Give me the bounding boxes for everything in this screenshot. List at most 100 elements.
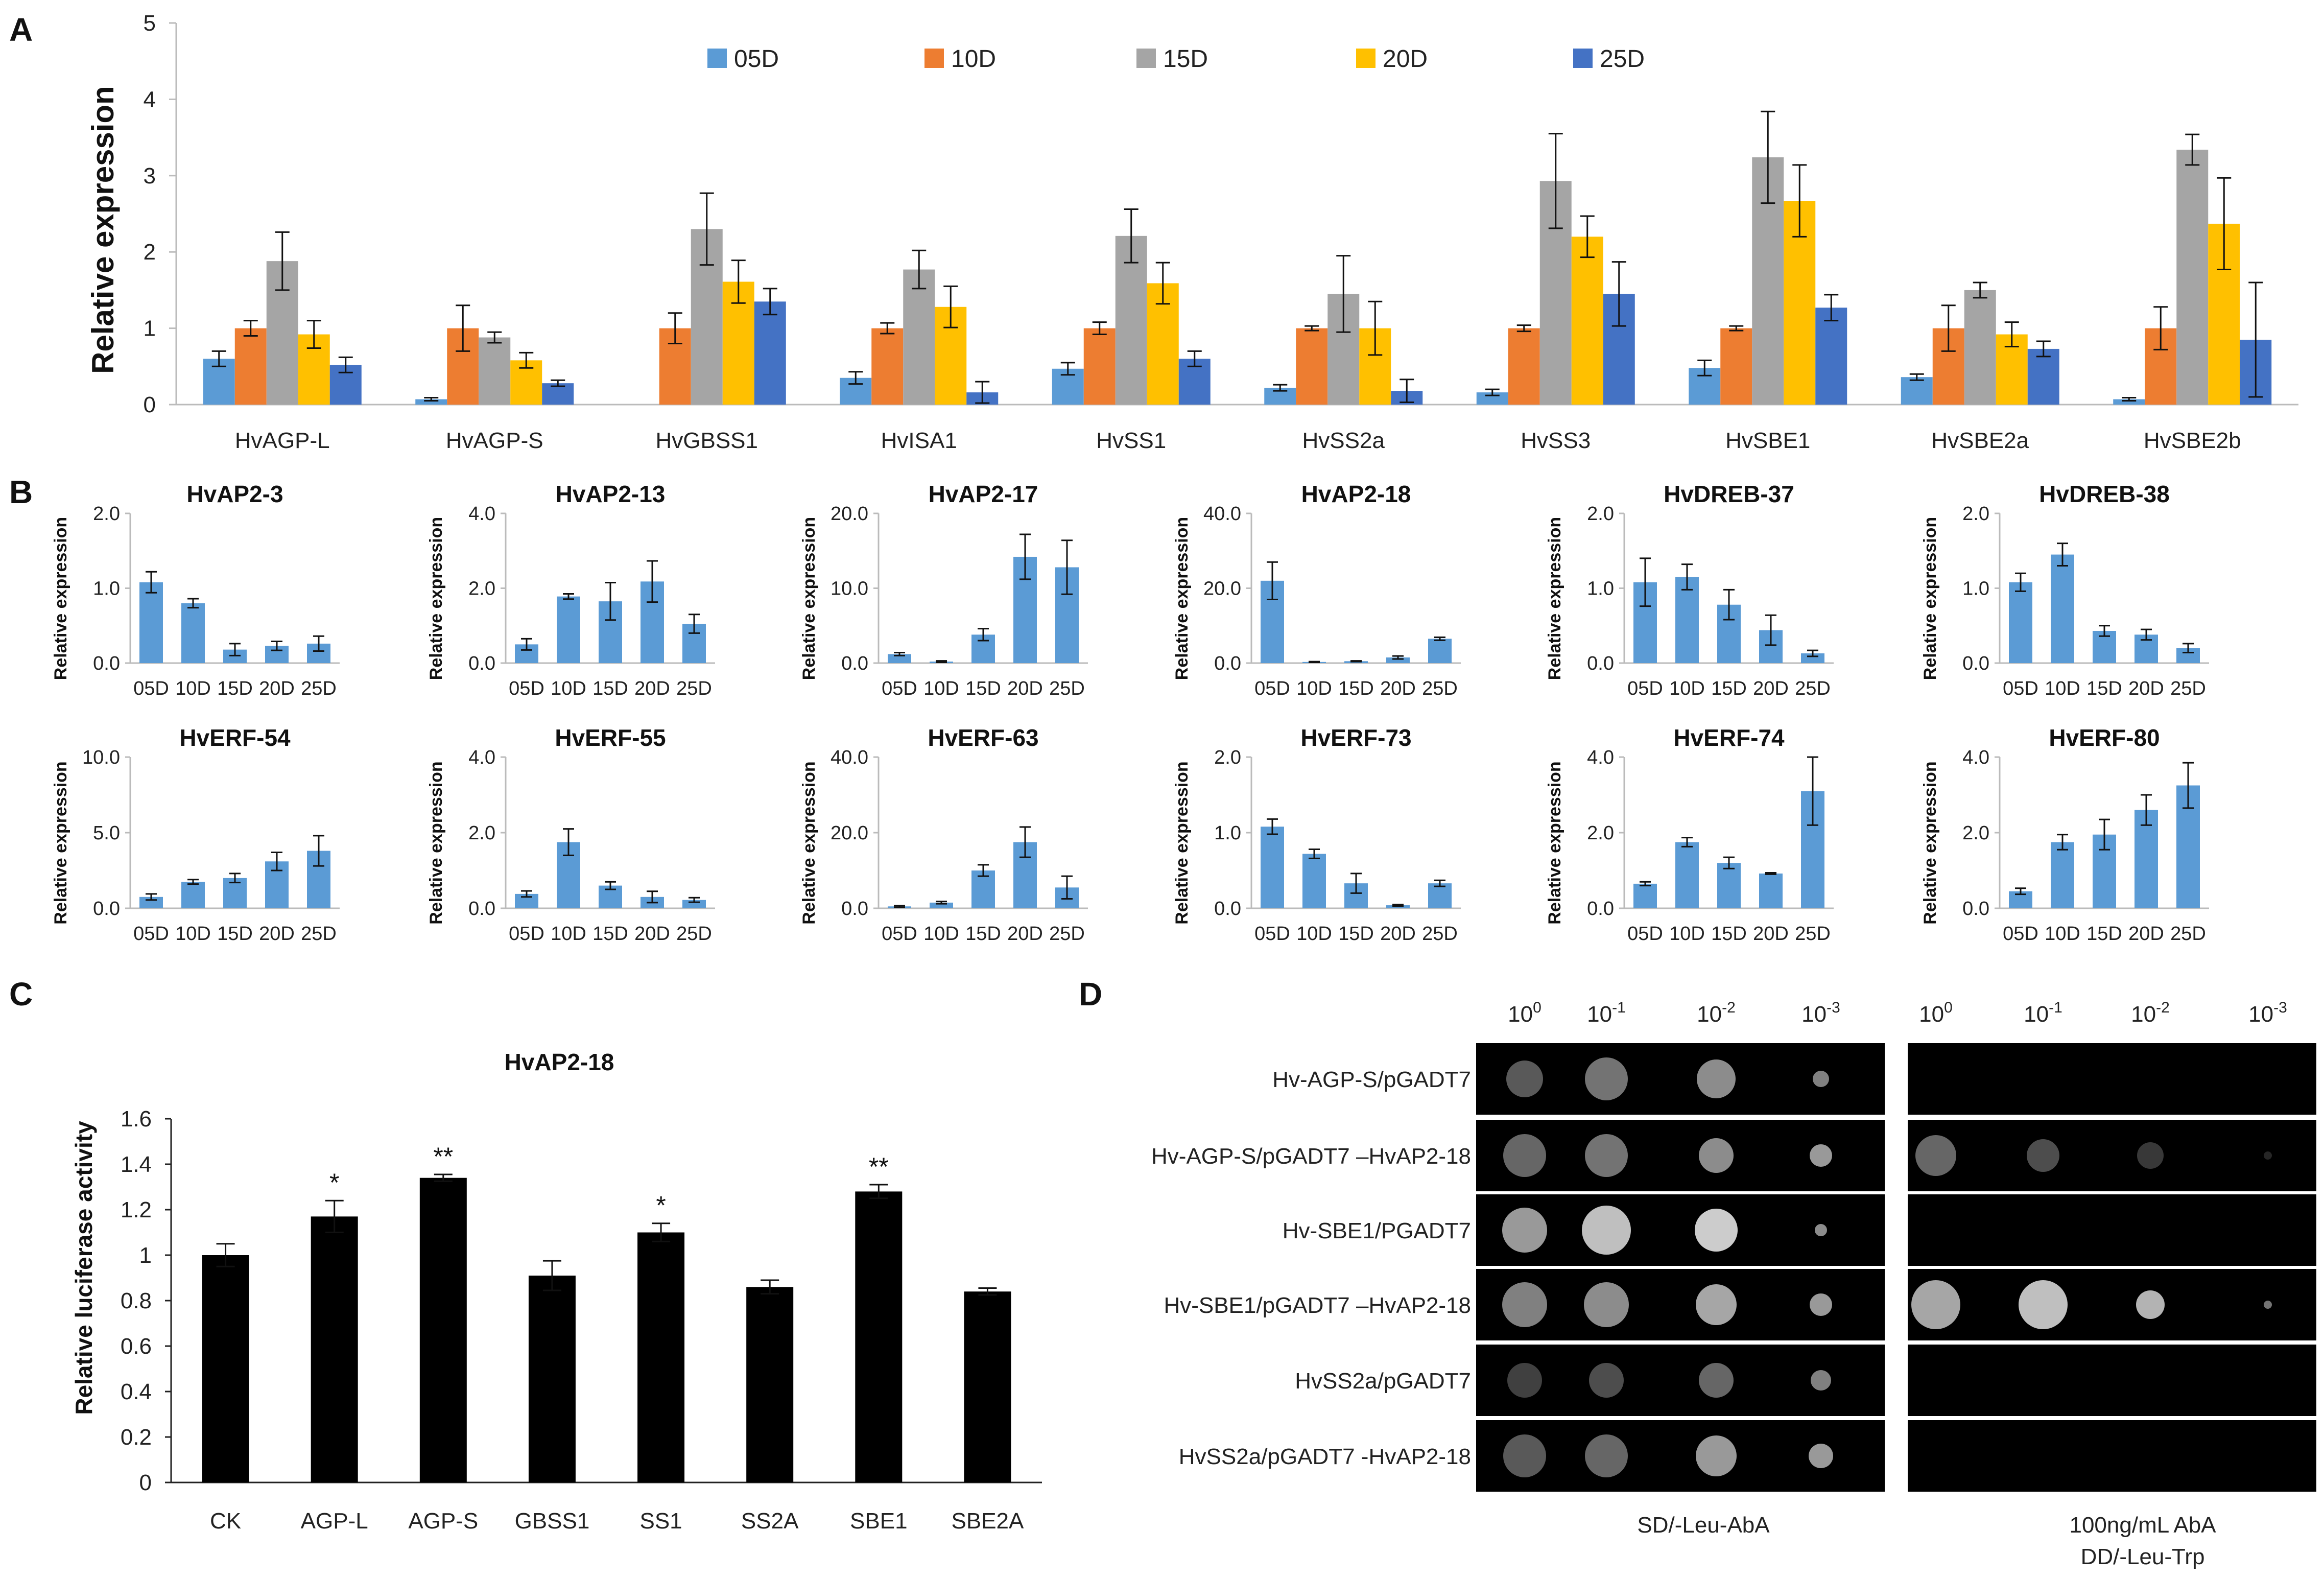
chart-b-xtick-label: 05D: [882, 923, 917, 945]
chart-c-significance: *: [656, 1191, 666, 1220]
chart-a-legend-swatch: [1136, 49, 1156, 68]
chart-a-bar: [2176, 150, 2209, 405]
dilution-base: 10: [2024, 1002, 2049, 1027]
chart-b-xtick-label: 10D: [923, 678, 959, 699]
chart-b-ytick-label: 2.0: [468, 578, 495, 600]
chart-b-bar: [1633, 883, 1657, 908]
chart-a-bar: [479, 337, 511, 405]
chart-a-bar: [1115, 235, 1147, 405]
chart-b-xtick-label: 10D: [551, 678, 586, 699]
chart-b-subplot-title: HvAP2-3: [186, 481, 283, 507]
chart-b-ytick-label: 5.0: [93, 822, 120, 844]
chart-b-subplot-title: HvERF-80: [2049, 724, 2160, 751]
chart-b-xtick-label: 05D: [1627, 678, 1663, 699]
chart-a-bar: [1901, 377, 1933, 405]
chart-b-xtick-label: 20D: [2128, 678, 2164, 699]
chart-b-xtick-label: 15D: [1711, 678, 1747, 699]
chart-c-xtick-label: SBE2A: [952, 1509, 1025, 1534]
chart-b-xtick-label: 25D: [676, 678, 712, 699]
chart-b-xtick-label: 10D: [2045, 678, 2080, 699]
yeast-spot: [1502, 1208, 1547, 1253]
chart-c-xtick-label: CK: [210, 1509, 241, 1534]
strain-row-label: Hv-SBE1/PGADT7: [1283, 1218, 1471, 1243]
dilution-left-label: 100: [1508, 999, 1542, 1027]
chart-b-subplot-title: HvERF-54: [179, 724, 291, 751]
chart-b-ytick-label: 2.0: [1587, 503, 1614, 525]
yeast-spot: [1582, 1206, 1631, 1255]
chart-c-bar: [637, 1232, 685, 1482]
chart-c-bar: [855, 1191, 903, 1482]
chart-a-ytick-label: 3: [144, 163, 156, 189]
dilution-right-label: 100: [1919, 999, 1953, 1027]
chart-a-category-label: HvSS1: [1096, 428, 1166, 453]
chart-a-ylabel: Relative expression: [86, 86, 120, 374]
chart-b-ytick-label: 2.0: [93, 503, 120, 525]
chart-a-legend-swatch: [924, 49, 944, 68]
chart-b-ylabel: Relative expression: [51, 761, 70, 924]
chart-b-xtick-label: 25D: [676, 923, 712, 945]
chart-b-ytick-label: 0.0: [1962, 653, 1989, 674]
chart-b-xtick-label: 20D: [2128, 923, 2164, 945]
panel-letter-c: C: [9, 976, 33, 1012]
chart-a-legend-label: 15D: [1163, 45, 1208, 73]
yeast-spot: [2019, 1280, 2068, 1329]
chart-b-subplot: HvERF-80 0.0 2.0 4.0 Relative expression 05D 1…: [1920, 724, 2209, 945]
chart-b-subplot-title: HvERF-74: [1673, 724, 1785, 751]
chart-b-ytick-label: 0.0: [93, 653, 120, 674]
chart-b-bar: [1428, 883, 1452, 908]
chart-b-ytick-label: 1.0: [93, 578, 120, 600]
chart-b-ytick-label: 2.0: [1214, 747, 1241, 768]
plate-strip-right: [1908, 1345, 2316, 1416]
dilution-left-label: 10-2: [1697, 999, 1736, 1027]
dilution-exponent: -1: [2049, 999, 2062, 1016]
plate-strip-right: [1908, 1120, 2316, 1191]
dilution-exponent: -2: [1722, 999, 1736, 1016]
chart-b-bar: [181, 882, 205, 908]
chart-b-xtick-label: 15D: [592, 678, 628, 699]
chart-b-bar: [2009, 582, 2032, 663]
chart-c-title: HvAP2-18: [505, 1049, 614, 1075]
yeast-spot: [1584, 1282, 1629, 1327]
chart-b-subplot: HvAP2-17 0.0 10.0 20.0 Relative expression 05…: [799, 481, 1088, 699]
chart-b-bar: [181, 603, 205, 663]
chart-c-ytick-label: 0.2: [121, 1425, 152, 1450]
dilution-exponent: -1: [1612, 999, 1626, 1016]
dilution-exponent: -2: [2156, 999, 2170, 1016]
chart-b-bar: [139, 897, 163, 908]
chart-b-ytick-label: 4.0: [468, 747, 495, 768]
panel-letter-b: B: [9, 474, 33, 510]
chart-c-bar: [202, 1255, 249, 1482]
chart-b-xtick-label: 05D: [509, 923, 544, 945]
chart-b-xtick-label: 20D: [1007, 923, 1043, 945]
chart-b-ytick-label: 2.0: [1962, 822, 1989, 844]
chart-b-ylabel: Relative expression: [51, 517, 70, 680]
chart-b-ytick-label: 1.0: [1214, 822, 1241, 844]
panel-d-group: SD/-Leu-AbA 100ng/mL AbA DD/-Leu-Trp 100…: [1151, 999, 2316, 1569]
chart-b-ylabel: Relative expression: [426, 761, 446, 924]
chart-c-ytick-label: 0.4: [121, 1379, 152, 1404]
chart-b-xtick-label: 05D: [1254, 678, 1290, 699]
chart-b-bar: [1428, 639, 1452, 663]
chart-a-ytick-label: 0: [144, 392, 156, 417]
chart-b-xtick-label: 10D: [175, 678, 211, 699]
chart-b-xtick-label: 15D: [965, 923, 1001, 945]
chart-a-legend-swatch: [707, 49, 727, 68]
chart-c-ytick-label: 1.6: [121, 1106, 152, 1132]
yeast-spot: [1585, 1434, 1628, 1477]
medium-left-label: SD/-Leu-AbA: [1637, 1513, 1770, 1538]
chart-b-ytick-label: 2.0: [1962, 503, 1989, 525]
chart-b-ytick-label: 1.0: [1587, 578, 1614, 600]
chart-a-category-label: HvAGP-L: [235, 428, 330, 453]
chart-b-bar: [1675, 842, 1699, 908]
dilution-base: 10: [1919, 1002, 1944, 1027]
chart-a-bar: [871, 328, 904, 405]
yeast-spot: [1696, 1435, 1737, 1476]
yeast-spot: [2136, 1290, 2165, 1319]
yeast-spot: [1810, 1144, 1832, 1167]
medium-right-label-line2: DD/-Leu-Trp: [2081, 1544, 2205, 1569]
chart-b-subplot: HvDREB-38 0.0 1.0 2.0 Relative expression 05D…: [1920, 481, 2209, 699]
chart-b-xtick-label: 05D: [2003, 923, 2038, 945]
chart-b-ylabel: Relative expression: [1545, 761, 1564, 924]
chart-b-subplot: HvAP2-3 0.0 1.0 2.0 Relative expression 05D 10…: [51, 481, 340, 699]
chart-a-bar: [234, 328, 267, 405]
